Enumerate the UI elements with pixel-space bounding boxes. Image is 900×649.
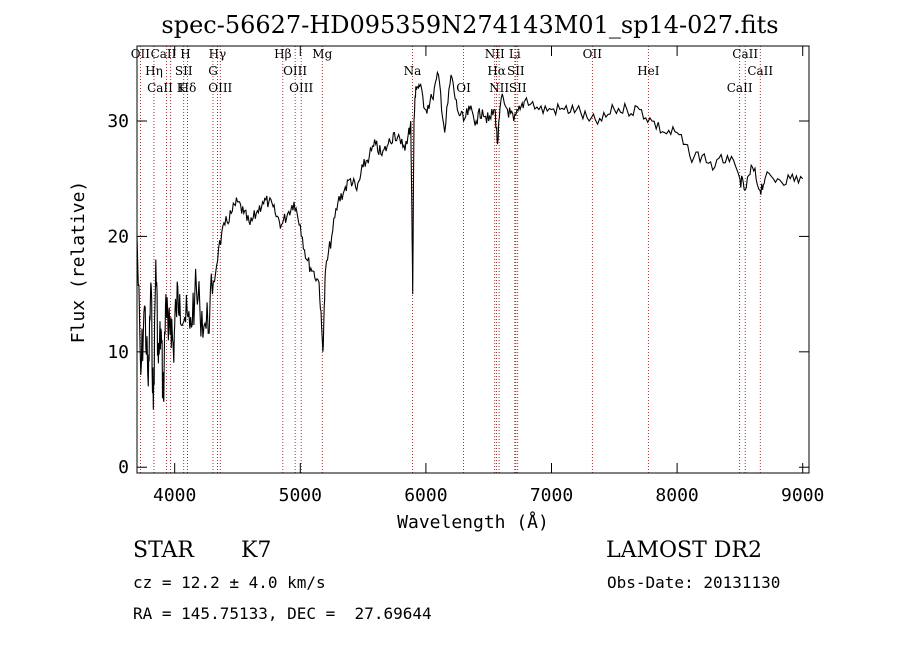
spectral-line-label: Hδ bbox=[179, 81, 197, 95]
spectral-line-label: SII bbox=[509, 81, 527, 95]
spectral-line-label: CaII H bbox=[151, 47, 191, 61]
survey-name: LAMOST DR2 bbox=[606, 538, 762, 563]
spectral-line-label: Li bbox=[509, 47, 521, 61]
y-tick-label: 20 bbox=[107, 226, 129, 247]
x-axis: 4000 5000 6000 7000 8000 9000 bbox=[153, 46, 824, 506]
spectral-line-labels: OII Hη CaII K CaII H SII Hδ Hγ G OIII Hβ OIII OIII M… bbox=[131, 47, 774, 95]
x-tick-label: 8000 bbox=[655, 485, 698, 506]
spectral-line-label: Hη bbox=[145, 64, 163, 78]
spectral-line-label: G bbox=[208, 64, 218, 78]
spectral-line-label: Na bbox=[404, 64, 422, 78]
x-tick-label: 5000 bbox=[279, 485, 322, 506]
plot-frame bbox=[136, 45, 810, 474]
y-tick-label: 10 bbox=[107, 342, 129, 363]
spectral-line-label: OIII bbox=[283, 64, 307, 78]
spectral-line-label: Hβ bbox=[274, 47, 291, 61]
redshift-cz: cz = 12.2 ± 4.0 km/s bbox=[133, 573, 326, 592]
x-tick-label: 4000 bbox=[153, 485, 196, 506]
spectrum-series bbox=[136, 70, 804, 410]
x-tick-label: 7000 bbox=[530, 485, 573, 506]
observation-date: Obs-Date: 20131130 bbox=[607, 573, 781, 592]
spectral-line-label: NII bbox=[489, 81, 509, 95]
coordinates: RA = 145.75133, DEC = 27.69644 bbox=[133, 604, 432, 623]
spectral-line-label: Mg bbox=[312, 47, 332, 61]
spectral-line-label: OIII bbox=[289, 81, 313, 95]
spectral-line-label: CaII bbox=[727, 81, 753, 95]
object-class: STAR bbox=[133, 538, 194, 563]
y-axis-label: Flux (relative) bbox=[68, 181, 89, 344]
y-axis: 0 10 20 30 bbox=[107, 111, 809, 478]
spectral-line-label: CaII bbox=[747, 64, 773, 78]
spectral-line-label: Hα bbox=[487, 64, 506, 78]
spectral-line-label: NII bbox=[485, 47, 505, 61]
spectral-line-label: SII bbox=[507, 64, 525, 78]
spectral-line-label: SII bbox=[175, 64, 193, 78]
x-axis-label: Wavelength (Å) bbox=[397, 511, 549, 533]
spectral-line-label: CaII K bbox=[147, 81, 187, 95]
spectral-line-label: OII bbox=[131, 47, 151, 61]
spectral-line-label: CaII bbox=[732, 47, 758, 61]
x-tick-label: 6000 bbox=[404, 485, 447, 506]
spectral-line-label: OIII bbox=[208, 81, 232, 95]
spectral-line-label: OII bbox=[583, 47, 603, 61]
y-tick-label: 30 bbox=[107, 111, 129, 132]
spectral-line-label: HeI bbox=[637, 64, 660, 78]
spectral-line-markers bbox=[139, 46, 761, 473]
spectral-line-label: OI bbox=[456, 81, 471, 95]
object-subclass: K7 bbox=[241, 538, 272, 563]
x-tick-label: 9000 bbox=[781, 485, 824, 506]
spectral-line-label: Hγ bbox=[209, 47, 227, 61]
chart-title: spec-56627-HD095359N274143M01_sp14-027.f… bbox=[161, 11, 778, 39]
y-tick-label: 0 bbox=[118, 457, 129, 478]
